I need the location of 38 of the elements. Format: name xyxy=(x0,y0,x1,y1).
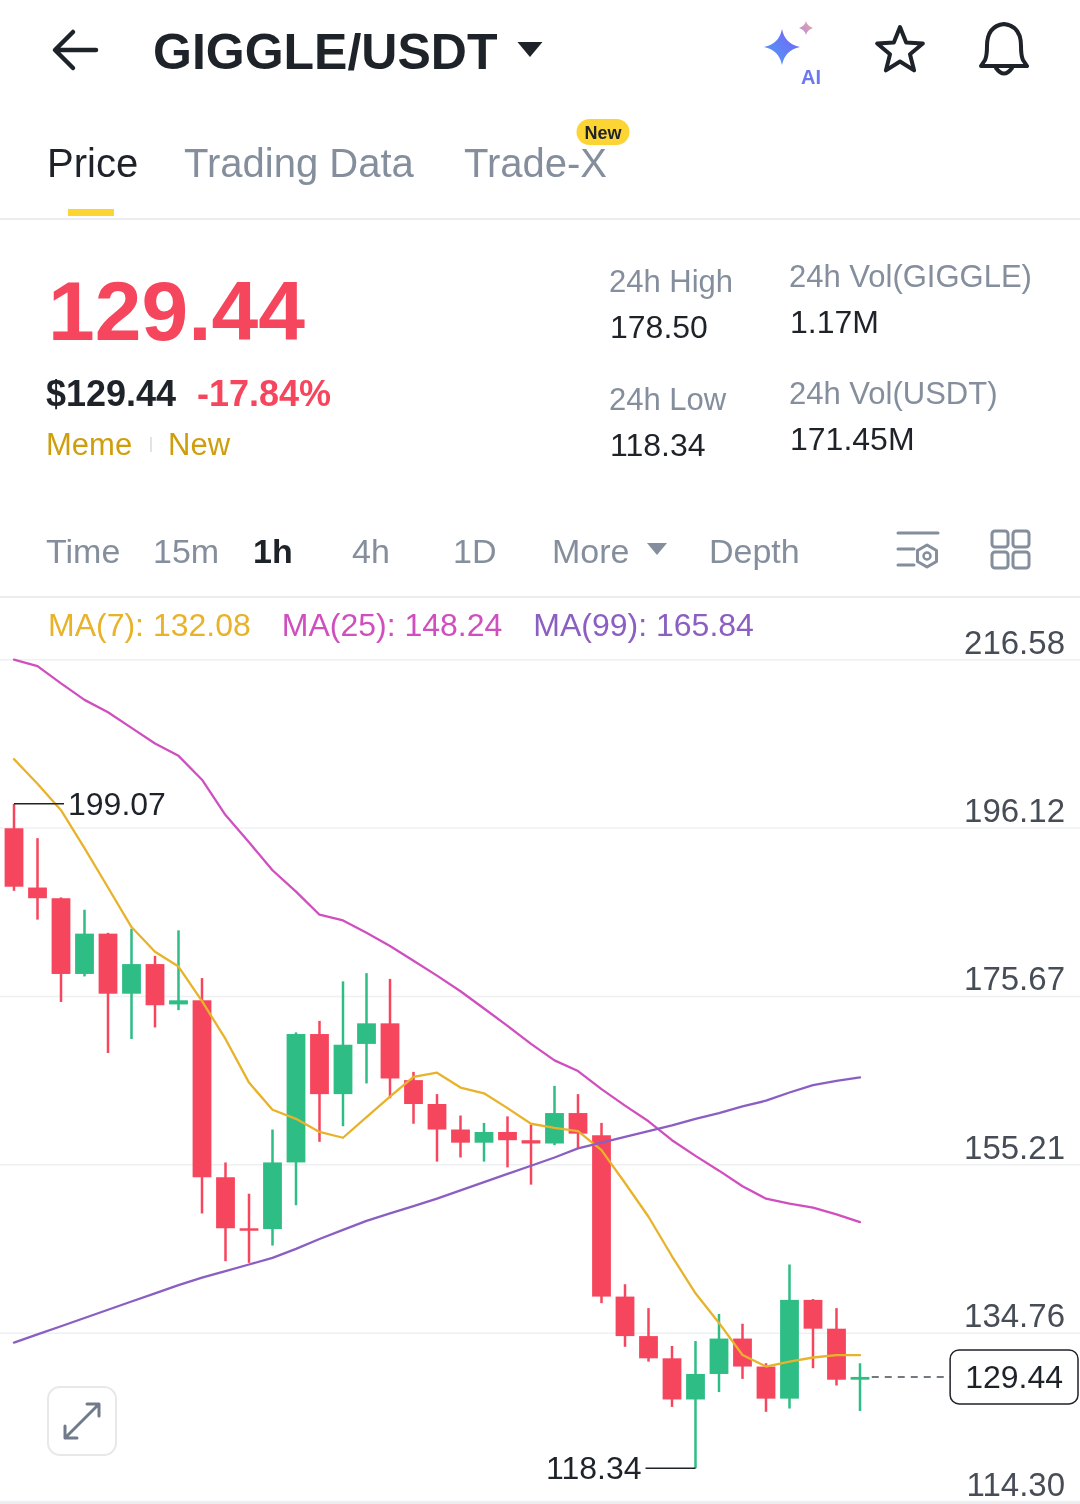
text: 4h xyxy=(352,532,390,570)
y-tick-label: 134.76 xyxy=(964,1297,1065,1335)
y-tick-label: 175.67 xyxy=(964,960,1065,998)
text: GIGGLE/USDT xyxy=(153,24,498,80)
text: 24h Low xyxy=(609,382,727,417)
annotation: 118.34 xyxy=(546,1450,642,1487)
text: Trading Data xyxy=(184,141,415,185)
text: MA(99): 165.84 xyxy=(533,607,754,643)
annotation: 199.07 xyxy=(68,785,166,822)
text: 118.34 xyxy=(610,427,706,463)
text: New xyxy=(168,427,231,462)
text: -17.84% xyxy=(197,373,332,414)
text: 129.44 xyxy=(48,264,306,358)
text: Time xyxy=(46,532,121,570)
text: MA(25): 148.24 xyxy=(281,607,503,643)
text: 1h xyxy=(253,532,293,570)
text: AI xyxy=(801,66,821,88)
text: $129.44 xyxy=(46,373,177,414)
y-tick-label: 155.21 xyxy=(964,1128,1065,1166)
text: More xyxy=(552,532,630,570)
text: 171.45M xyxy=(790,421,915,457)
text: 178.50 xyxy=(610,309,708,345)
y-tick-label: 196.12 xyxy=(964,792,1065,830)
text: Depth xyxy=(709,532,800,570)
text: 24h Vol(USDT) xyxy=(789,376,998,411)
text: Meme xyxy=(46,427,133,462)
text: 1.17M xyxy=(790,304,879,340)
text: 24h Vol(GIGGLE) xyxy=(789,259,1032,294)
text: MA(7): 132.08 xyxy=(48,607,251,643)
text: New xyxy=(584,123,623,143)
ref-line-label: 129.44 xyxy=(965,1358,1063,1395)
y-tick-label: 114.30 xyxy=(966,1465,1065,1503)
text: 24h High xyxy=(609,264,734,299)
text: Price xyxy=(47,141,139,185)
text: 1D xyxy=(453,532,497,570)
text: 15m xyxy=(153,532,220,570)
text: Trade-X xyxy=(464,141,608,185)
y-tick-label: 216.58 xyxy=(964,623,1065,661)
